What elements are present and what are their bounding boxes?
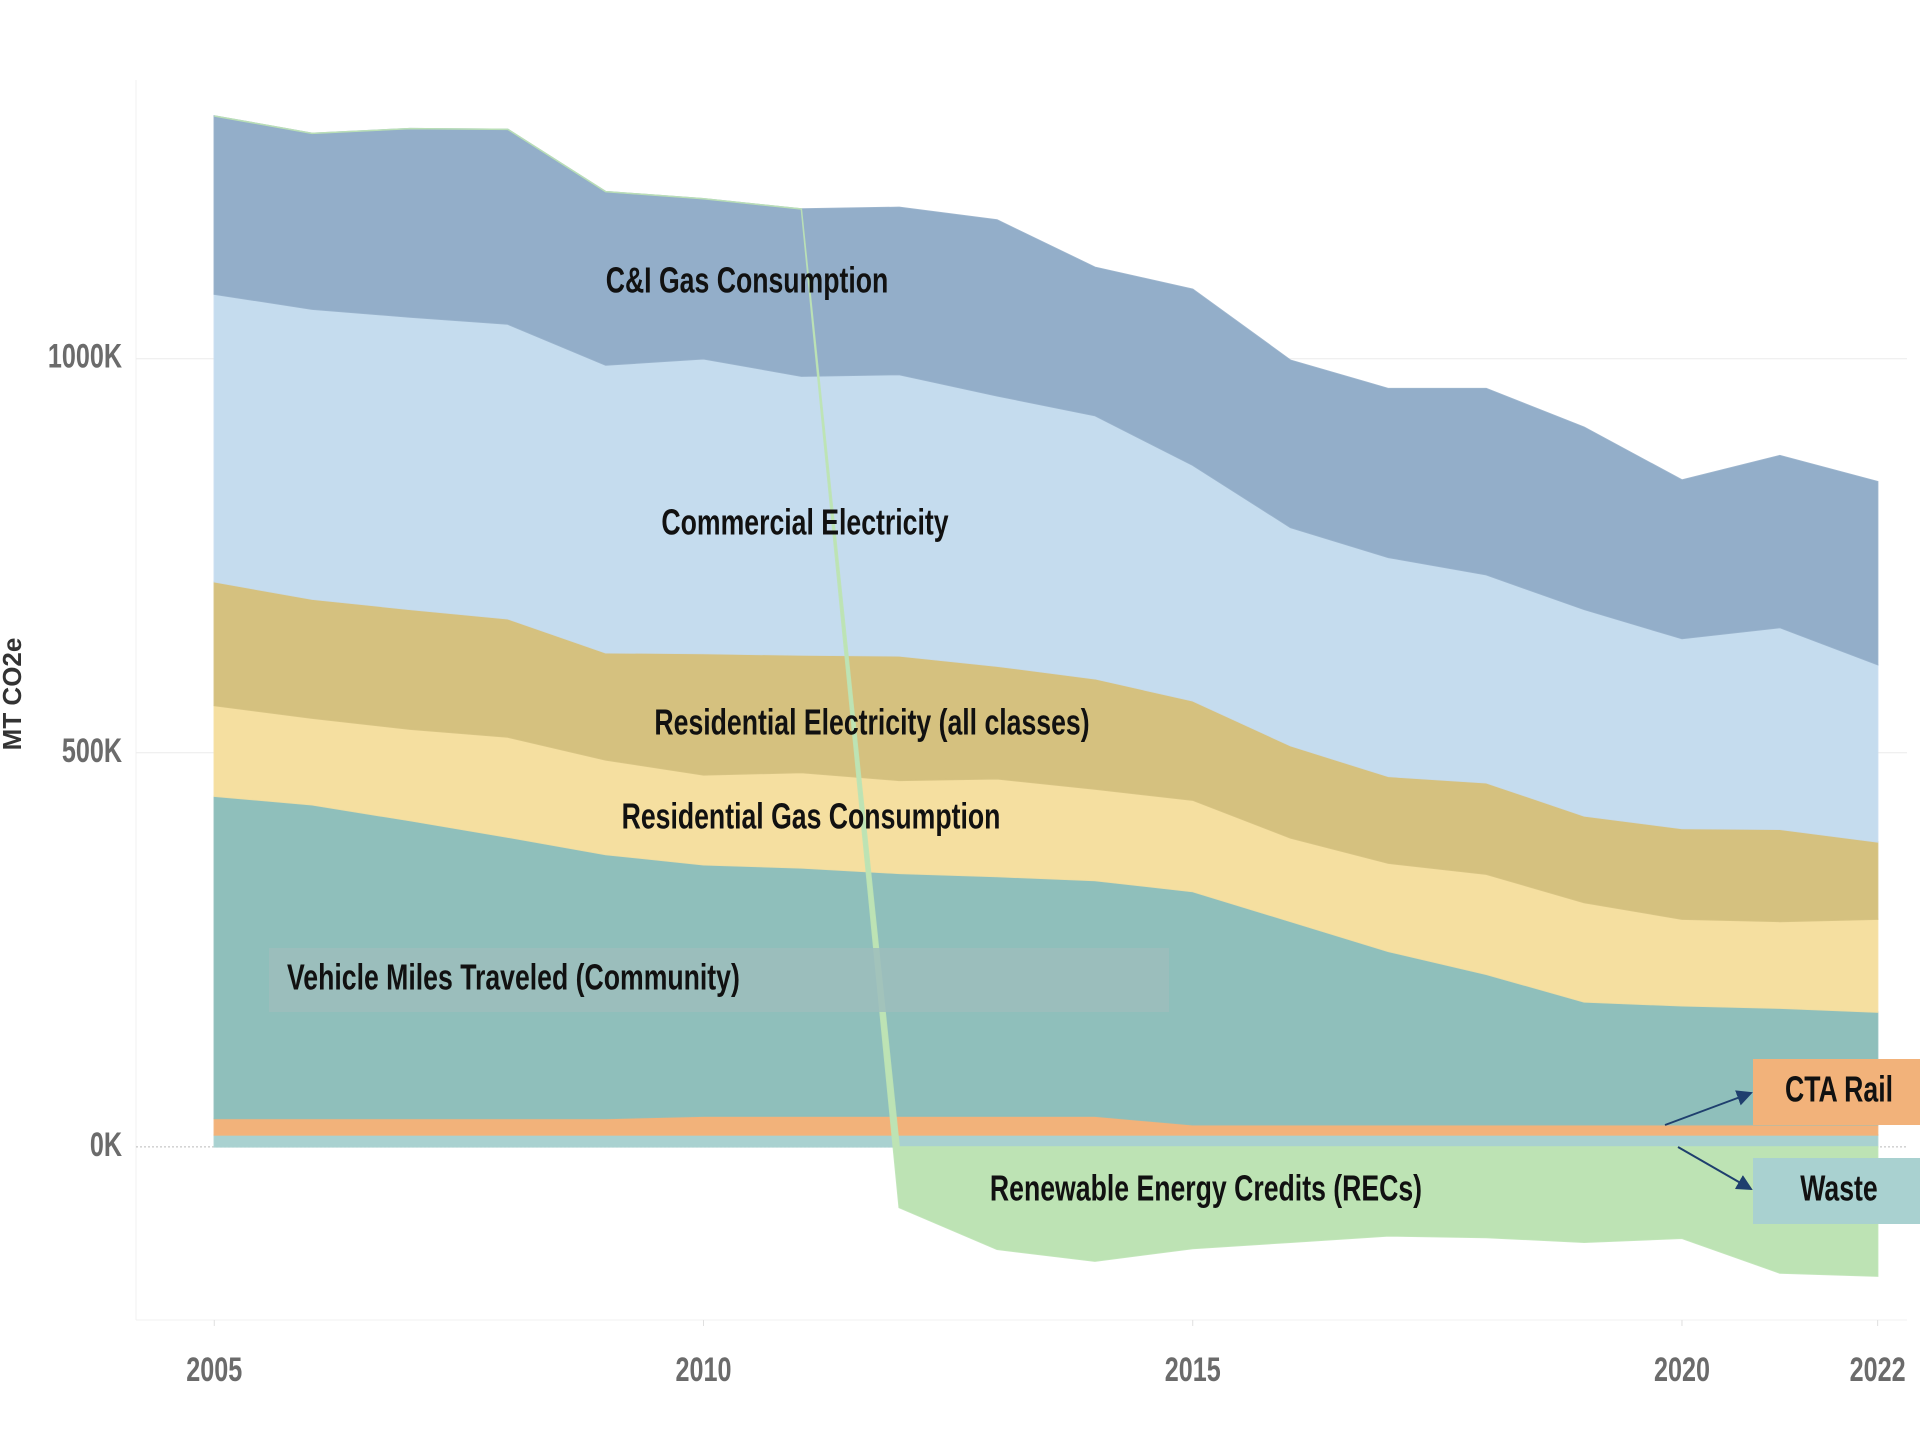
y-tick-label: 0K: [90, 1126, 122, 1164]
series-label: Vehicle Miles Traveled (Community): [287, 957, 740, 998]
y-tick-label: 1000K: [48, 338, 122, 376]
label-box: [1753, 1059, 1920, 1125]
series-label: Renewable Energy Credits (RECs): [990, 1168, 1422, 1209]
series-label-group: Residential Gas Consumption: [622, 796, 1001, 837]
x-tick-label: 2010: [676, 1351, 732, 1389]
y-tick-label: 500K: [62, 732, 122, 770]
area: [213, 1134, 1879, 1148]
series-label-group: Residential Electricity (all classes): [654, 702, 1089, 743]
series-label-group: Waste: [1800, 1168, 1877, 1209]
label-box: [1753, 1158, 1920, 1224]
series-label-group: Commercial Electricity: [661, 502, 948, 543]
series-label: Residential Electricity (all classes): [654, 702, 1089, 743]
x-tick-label-group: 2022: [1850, 1351, 1906, 1389]
series-label: CTA Rail: [1785, 1069, 1893, 1110]
series-label-group: Vehicle Miles Traveled (Community): [287, 957, 740, 998]
x-tick-label: 2005: [186, 1351, 242, 1389]
y-tick-label-group: 0K: [90, 1126, 122, 1164]
x-tick-label-group: 2005: [186, 1351, 242, 1389]
y-tick-label-group: 1000K: [48, 338, 122, 376]
series-label: C&I Gas Consumption: [606, 260, 889, 301]
label-box: [269, 948, 1169, 1012]
x-tick-label-group: 2020: [1654, 1351, 1710, 1389]
arrow: [1664, 1090, 1753, 1126]
series-label: Commercial Electricity: [661, 502, 948, 543]
series-label: Residential Gas Consumption: [622, 796, 1001, 837]
y-axis-title: MT CO2e: [0, 638, 27, 751]
x-tick-label: 2022: [1850, 1351, 1906, 1389]
series-label: Waste: [1800, 1168, 1877, 1209]
series-label-group: Renewable Energy Credits (RECs): [990, 1168, 1422, 1209]
x-tick-label-group: 2015: [1165, 1351, 1221, 1389]
arrow: [1677, 1146, 1753, 1190]
x-tick-label: 2015: [1165, 1351, 1221, 1389]
y-tick-label-group: 500K: [62, 732, 122, 770]
series-label-group: CTA Rail: [1785, 1069, 1893, 1110]
series-label-group: C&I Gas Consumption: [606, 260, 889, 301]
x-tick-label: 2020: [1654, 1351, 1710, 1389]
x-tick-label-group: 2010: [676, 1351, 732, 1389]
